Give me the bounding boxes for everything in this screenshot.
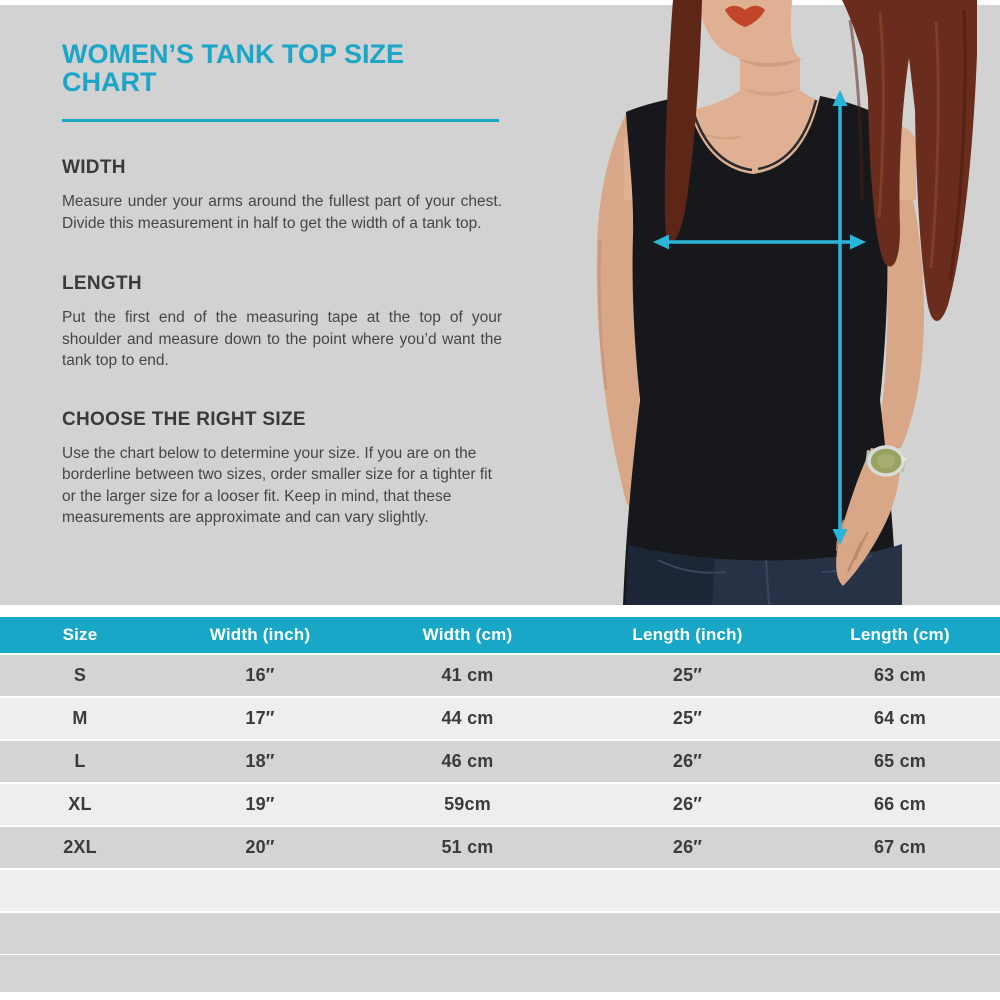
table-row-xl: XL 19″ 59cm 26″ 66 cm (0, 784, 1000, 825)
width-inch-value: 17″ (245, 708, 275, 728)
table-empty-row (0, 913, 1000, 954)
section-length-heading: LENGTH (62, 273, 142, 294)
width-cm-value: 59cm (444, 794, 491, 814)
col-header-length-inch: Length (inch) (632, 625, 743, 644)
width-inch-value: 19″ (245, 794, 275, 814)
width-cm-value: 51 cm (441, 837, 494, 857)
length-cm-value: 65 cm (873, 751, 927, 771)
model-illustration (596, 0, 977, 606)
col-header-width-cm: Width (cm) (422, 625, 513, 644)
model-photo (540, 0, 1000, 606)
size-value: M (72, 708, 88, 728)
length-inch-value: 26″ (672, 794, 703, 814)
length-inch-value: 26″ (672, 751, 703, 771)
width-cm-value: 46 cm (441, 751, 494, 771)
table-row-l: L 18″ 46 cm 26″ 65 cm (0, 741, 1000, 782)
section-choose-size: CHOOSE THE RIGHT SIZE Use the chart belo… (62, 408, 502, 529)
width-inch-value: 20″ (245, 837, 275, 857)
width-cm-value: 44 cm (441, 708, 494, 728)
jeans (626, 544, 902, 606)
table-empty-row (0, 955, 1000, 992)
table-row-m: M 17″ 44 cm 25″ 64 cm (0, 698, 1000, 739)
size-value: S (73, 665, 87, 685)
col-header-width-inch: Width (inch) (209, 625, 311, 644)
size-value: L (74, 751, 86, 771)
section-choose-size-heading: CHOOSE THE RIGHT SIZE (62, 408, 306, 430)
length-inch-value: 26″ (672, 837, 703, 857)
size-value: 2XL (63, 837, 97, 857)
page-title: WOMEN’S TANK TOP SIZE CHART (62, 39, 405, 97)
section-width-body: Measure under your arms around the fulle… (62, 193, 502, 232)
title-underline (62, 119, 499, 122)
top-border (0, 0, 1000, 5)
length-inch-value: 25″ (672, 665, 703, 685)
length-cm-value: 67 cm (873, 837, 927, 857)
table-row-2xl: 2XL 20″ 51 cm 26″ 67 cm (0, 827, 1000, 868)
width-inch-value: 18″ (245, 751, 275, 771)
hair (664, 0, 977, 321)
lips (725, 5, 765, 27)
watch (865, 445, 907, 477)
length-cm-value: 66 cm (873, 794, 927, 814)
section-length: LENGTH Put the first end of the measurin… (62, 274, 502, 372)
table-header-row: Size Width (inch) Width (cm) Length (inc… (0, 617, 1000, 653)
section-width: WIDTH Measure under your arms around the… (62, 158, 502, 234)
section-choose-size-body: Use the chart below to determine your si… (62, 444, 492, 527)
width-cm-value: 41 cm (441, 665, 494, 685)
width-arrow-icon (653, 234, 866, 250)
col-header-length-cm: Length (cm) (850, 625, 950, 644)
info-panel: WOMEN’S TANK TOP SIZE CHART WIDTH Measur… (62, 0, 502, 529)
col-header-size: Size (62, 625, 98, 644)
table-empty-row (0, 870, 1000, 911)
size-table: Size Width (inch) Width (cm) Length (inc… (0, 617, 1000, 992)
section-length-body: Put the first end of the measuring tape … (62, 309, 502, 369)
size-value: XL (68, 794, 92, 814)
length-cm-value: 63 cm (873, 665, 927, 685)
section-width-heading: WIDTH (62, 157, 126, 178)
length-inch-value: 25″ (672, 708, 703, 728)
length-arrow-icon (832, 90, 848, 545)
width-inch-value: 16″ (245, 665, 275, 685)
table-row-s: S 16″ 41 cm 25″ 63 cm (0, 655, 1000, 696)
length-cm-value: 64 cm (873, 708, 927, 728)
top-section: WOMEN’S TANK TOP SIZE CHART WIDTH Measur… (0, 0, 1000, 606)
